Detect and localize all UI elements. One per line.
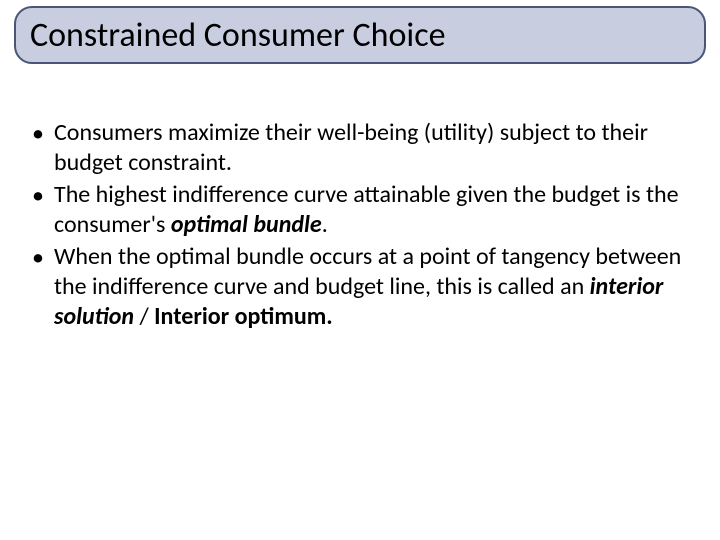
bullet-post: / Interior optimum.	[134, 302, 333, 331]
bullet-pre: The highest indifference curve attainabl…	[54, 180, 679, 239]
bullet-text: When the optimal bundle occurs at a poin…	[54, 242, 690, 332]
bullet-marker: •	[30, 180, 54, 212]
bullet-item: • The highest indifference curve attaina…	[30, 180, 690, 240]
bullet-pre: When the optimal bundle occurs at a poin…	[54, 242, 681, 301]
bullet-marker: •	[30, 242, 54, 274]
bullet-pre: Consumers maximize their well-being (uti…	[54, 118, 648, 177]
slide-content: • Consumers maximize their well-being (u…	[30, 118, 690, 334]
bullet-text: Consumers maximize their well-being (uti…	[54, 118, 690, 178]
bullet-emph: optimal bundle	[171, 210, 322, 239]
title-box: Constrained Consumer Choice	[14, 6, 706, 64]
bullet-item: • Consumers maximize their well-being (u…	[30, 118, 690, 178]
bullet-marker: •	[30, 118, 54, 150]
bullet-item: • When the optimal bundle occurs at a po…	[30, 242, 690, 332]
bullet-text: The highest indifference curve attainabl…	[54, 180, 690, 240]
slide-title: Constrained Consumer Choice	[30, 15, 446, 56]
bullet-post: .	[322, 210, 328, 239]
